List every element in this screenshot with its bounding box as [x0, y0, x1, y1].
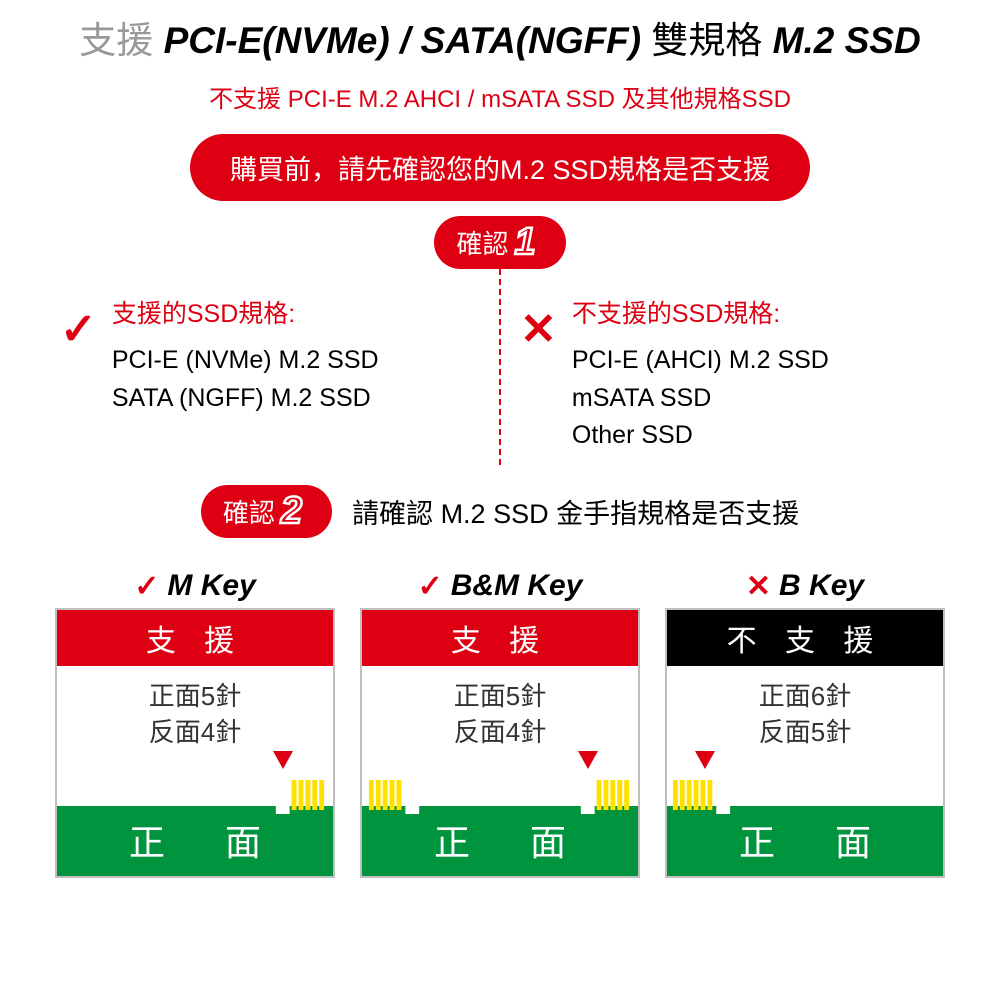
unsupported-line-0: PCI-E (AHCI) M.2 SSD — [572, 342, 829, 380]
title-part2: PCI-E(NVMe) / SATA(NGFF) — [164, 20, 652, 61]
title-part1: 支援 — [79, 20, 163, 61]
supported-line-1: SATA (NGFF) M.2 SSD — [112, 380, 379, 418]
pin-front-text: 正面6針 — [667, 678, 943, 714]
key-label: B Key — [779, 569, 864, 603]
divider-line — [499, 239, 501, 465]
unsupported-title: 不支援的SSD規格: — [572, 294, 829, 330]
unsupported-line-2: Other SSD — [572, 417, 829, 455]
pin-back-text: 反面4針 — [362, 714, 638, 750]
x-icon: ✕ — [520, 308, 557, 352]
supported-column: ✓ 支援的SSD規格: PCI-E (NVMe) M.2 SSD SATA (N… — [60, 279, 480, 455]
front-label: 正 面 — [362, 814, 638, 866]
subtitle-warning: 不支援 PCI-E M.2 AHCI / mSATA SSD 及其他規格SSD — [30, 79, 970, 114]
confirm2-badge: 確認 2 — [201, 485, 332, 538]
supported-title: 支援的SSD規格: — [112, 294, 379, 330]
confirm1-badge: 確認 1 — [434, 216, 565, 269]
check-icon: ✓ — [60, 308, 97, 352]
main-title: 支援 PCI-E(NVMe) / SATA(NGFF) 雙規格 M.2 SSD — [30, 10, 970, 64]
key-card-bm: ✓ B&M Key 支 援 正面5針 反面4針 — [360, 563, 640, 878]
pin-back-text: 反面5針 — [667, 714, 943, 750]
support-bar: 支 援 — [57, 610, 333, 666]
arrow-icon — [695, 751, 715, 769]
key-label: M Key — [167, 569, 255, 603]
confirm2-text: 請確認 M.2 SSD 金手指規格是否支援 — [352, 492, 799, 531]
compare-section: ✓ 支援的SSD規格: PCI-E (NVMe) M.2 SSD SATA (N… — [30, 279, 970, 455]
arrow-icon — [273, 751, 293, 769]
key-cards-row: ✓ M Key 支 援 正面5針 反面4針 正 面 — [30, 563, 970, 878]
arrow-icon — [578, 751, 598, 769]
unsupported-line-1: mSATA SSD — [572, 380, 829, 418]
front-label: 正 面 — [57, 814, 333, 866]
notice-pill: 購買前，請先確認您的M.2 SSD規格是否支援 — [190, 134, 810, 201]
key-label: B&M Key — [451, 569, 583, 603]
key-card-b: ✕ B Key 不 支 援 正面6針 反面5針 正 面 — [665, 563, 945, 878]
key-card-m: ✓ M Key 支 援 正面5針 反面4針 正 面 — [55, 563, 335, 878]
supported-line-0: PCI-E (NVMe) M.2 SSD — [112, 342, 379, 380]
title-part3: 雙規格 — [651, 20, 772, 61]
pin-back-text: 反面4針 — [57, 714, 333, 750]
confirm1-label: 確認 — [456, 224, 508, 261]
support-bar: 不 支 援 — [667, 610, 943, 666]
confirm2-number: 2 — [281, 496, 302, 526]
confirm1-number: 1 — [514, 227, 535, 257]
unsupported-column: ✕ 不支援的SSD規格: PCI-E (AHCI) M.2 SSD mSATA … — [520, 279, 940, 455]
pin-front-text: 正面5針 — [362, 678, 638, 714]
front-label: 正 面 — [667, 814, 943, 866]
support-bar: 支 援 — [362, 610, 638, 666]
confirm2-label: 確認 — [223, 493, 275, 530]
confirm2-row: 確認 2 請確認 M.2 SSD 金手指規格是否支援 — [30, 485, 970, 538]
pin-front-text: 正面5針 — [57, 678, 333, 714]
check-icon: ✓ — [418, 569, 443, 604]
x-icon: ✕ — [746, 569, 771, 604]
title-part4: M.2 SSD — [773, 20, 921, 61]
check-icon: ✓ — [134, 569, 159, 604]
